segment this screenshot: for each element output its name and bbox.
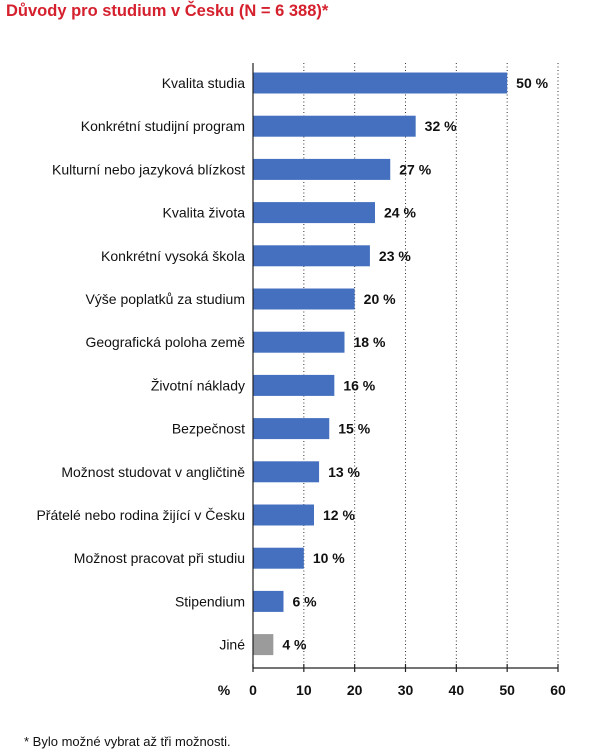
- x-tick-label: 10: [296, 682, 312, 698]
- bar: [253, 634, 274, 656]
- x-tick-label: 20: [347, 682, 363, 698]
- value-label: 4 %: [282, 637, 307, 653]
- chart-title: Důvody pro studium v Česku (N = 6 388)*: [6, 2, 329, 20]
- value-label: 6 %: [293, 593, 318, 609]
- bar: [253, 590, 284, 612]
- x-tick-label: 30: [398, 682, 414, 698]
- x-tick-label: 50: [499, 682, 515, 698]
- value-label: 16 %: [343, 377, 375, 393]
- value-label: 24 %: [384, 205, 416, 221]
- bar: [253, 374, 335, 396]
- value-label: 32 %: [425, 118, 457, 134]
- category-label: Kvalita života: [163, 205, 246, 221]
- x-tick-label: 0: [249, 682, 257, 698]
- value-label: 50 %: [516, 75, 548, 91]
- category-label: Možnost studovat v angličtině: [61, 464, 245, 480]
- bar: [253, 547, 304, 569]
- value-labels: 50 % 32 % 27 % 24 % 23 % 20 % 18 % 16 % 15 % 13 %…: [282, 75, 548, 653]
- value-label: 15 %: [338, 421, 370, 437]
- bars: [253, 72, 508, 656]
- value-label: 23 %: [379, 248, 411, 264]
- footnote: * Bylo možné vybrat až tři možnosti.: [24, 734, 231, 749]
- category-label: Životní náklady: [151, 377, 245, 393]
- category-label: Geografická poloha země: [85, 334, 245, 350]
- category-label: Kvalita studia: [162, 75, 245, 91]
- bar: [253, 504, 314, 526]
- value-label: 18 %: [354, 334, 386, 350]
- category-label: Konkrétní studijní program: [81, 118, 245, 134]
- x-axis: 0 10 20 30 40 50 60%: [218, 63, 566, 698]
- value-label: 13 %: [328, 464, 360, 480]
- x-tick-label: 40: [449, 682, 465, 698]
- category-label: Konkrétní vysoká škola: [101, 248, 245, 264]
- category-label: Bezpečnost: [172, 421, 245, 437]
- value-label: 10 %: [313, 550, 345, 566]
- bar: [253, 202, 375, 224]
- gridlines: [303, 63, 559, 668]
- bar: [253, 115, 416, 137]
- value-label: 12 %: [323, 507, 355, 523]
- category-label: Výše poplatků za studium: [85, 291, 245, 307]
- bar: [253, 158, 391, 180]
- value-label: 27 %: [399, 161, 431, 177]
- x-tick-label: 60: [550, 682, 566, 698]
- bar: [253, 245, 370, 267]
- value-label: 20 %: [364, 291, 396, 307]
- bar: [253, 288, 355, 310]
- category-label: Možnost pracovat při studiu: [74, 550, 245, 566]
- category-label: Přátelé nebo rodina žijící v Česku: [36, 507, 245, 523]
- x-axis-label: %: [218, 682, 231, 698]
- category-label: Jiné: [219, 637, 245, 653]
- category-labels: Kvalita studia Konkrétní studijní program…: [36, 75, 245, 653]
- category-label: Kulturní nebo jazyková blízkost: [52, 161, 245, 177]
- category-label: Stipendium: [175, 593, 245, 609]
- bar: [253, 461, 320, 483]
- bar: [253, 418, 330, 440]
- bar: [253, 72, 508, 94]
- bar: [253, 331, 345, 353]
